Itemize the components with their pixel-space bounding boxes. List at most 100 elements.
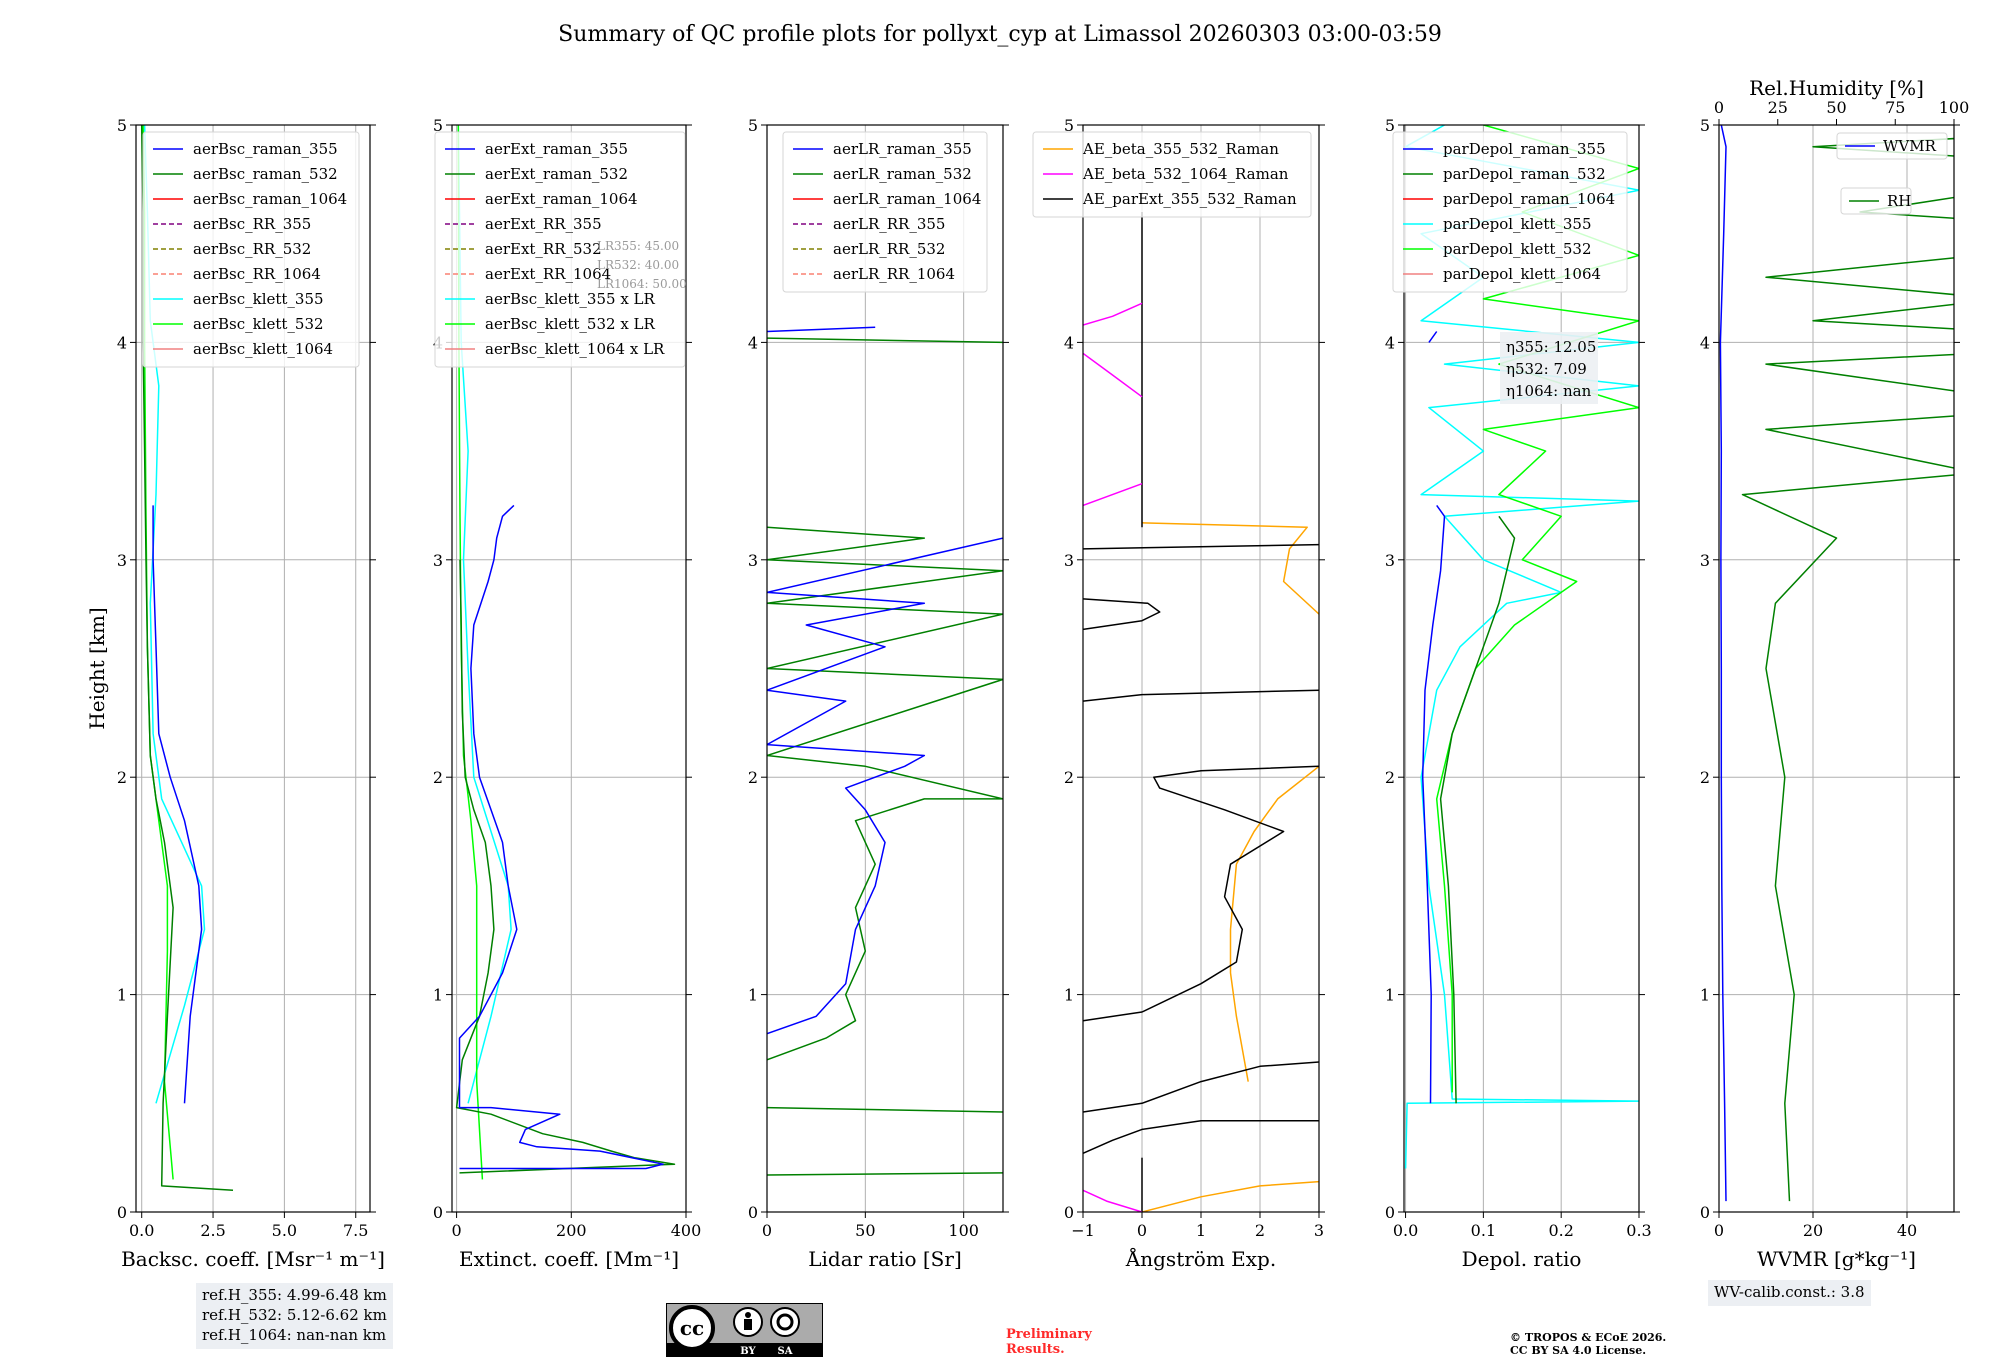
x-tick-label: 1 [1196,1221,1206,1240]
y-tick-label: 1 [748,986,758,1005]
lidar-ratio-annotation: LR532: 40.00 [597,258,679,272]
series-line-pardepol-raman-355-top [1428,331,1438,343]
y-tick-label: 0 [748,1203,758,1222]
series-line-aerlr-raman-532-near-ground [767,1172,1003,1176]
series-line-wvmr [1719,125,1727,1202]
y-tick-label: 4 [1700,333,1710,352]
legend: parDepol_raman_355 parDepol_raman_532 parD… [1392,131,1628,293]
legend-label: aerExt_raman_355 [485,140,628,158]
x2-axis-label: Rel.Humidity [%] [1749,76,1924,100]
wv-calibration-box: WV-calib.const.: 3.8 [1708,1280,1871,1306]
legend-label: aerBsc_raman_355 [193,140,338,158]
x2-tick-label: 50 [1826,98,1846,117]
x-tick-label: 400 [671,1221,702,1240]
y-tick-label: 3 [1700,551,1710,570]
series-line-aerlr-raman-532-top [767,337,1003,344]
y-tick-label: 0 [1385,1203,1395,1222]
y-tick-label: 1 [117,986,127,1005]
axes-frame [766,124,1004,1213]
series-line-ae-parext-black-6 [1083,543,1319,550]
x2-tick-label: 75 [1885,98,1905,117]
y-tick-label: 4 [117,333,127,352]
share-alike-icon [770,1307,800,1337]
series-line-ae-beta-355-532-raman [1229,765,1319,1082]
legend-label: parDepol_klett_1064 [1443,265,1601,283]
legend-label: parDepol_raman_532 [1443,165,1606,183]
lidar-ratio-annotation: LR355: 45.00 [597,239,679,253]
y-tick-label: 2 [1064,768,1074,787]
legend-label: parDepol_klett_532 [1443,240,1592,258]
y-tick-label: 3 [117,551,127,570]
legend-label: aerBsc_klett_1064 x LR [485,340,665,358]
x-tick-label: 0.1 [1471,1221,1496,1240]
legend-box [782,131,988,293]
y-tick-label: 2 [1385,768,1395,787]
legend-label: aerBsc_raman_532 [193,165,338,183]
x-tick-label: 3 [1314,1221,1324,1240]
lidar-ratio-annotation: LR1064: 50.00 [597,277,687,291]
y-tick-label: 5 [1385,116,1395,135]
y-tick-label: 4 [1385,333,1395,352]
y-tick-label: 3 [433,551,443,570]
series-line-aerlr-raman-355-top [767,326,876,333]
x-tick-label: 200 [556,1221,587,1240]
axes-frame [135,124,371,1213]
series-line-aerlr-raman-532-low [767,1106,1003,1113]
series-line-ae-beta-355-532-raman-low [1141,1180,1319,1212]
x-tick-label: 0.0 [129,1221,154,1240]
series-line-ae-parext-black-2 [1083,1061,1319,1113]
x-tick-label: 2 [1255,1221,1265,1240]
series-line-aerbsc-klett-532-x-lr [457,125,484,1180]
x-axis-label: Lidar ratio [Sr] [808,1247,962,1271]
series-line-pardepol-raman-532 [1439,515,1516,1104]
y-tick-label: 4 [748,333,758,352]
legend-label: aerLR_raman_532 [833,165,972,183]
x-tick-label: 0 [1714,1221,1724,1240]
series-line-aerext-raman-355 [458,504,664,1170]
series-line-ae-beta-532-1064-raman-upper [1083,352,1143,398]
attribution-icon [733,1307,763,1337]
legend-label: WVMR [1883,137,1937,155]
y-tick-label: 3 [1064,551,1074,570]
eta-annotation: η355: 12.05 η532: 7.09 η1064: nan [1500,332,1598,404]
series-line-rh [1741,137,1954,1202]
y-tick-label: 5 [1064,116,1074,135]
eta-value: η1064: nan [1506,382,1592,400]
x-tick-label: 7.5 [343,1221,368,1240]
legend-label: AE_beta_532_1064_Raman [1082,165,1289,183]
ref-height-532: ref.H_532: 5.12-6.62 km [202,1306,387,1324]
ref-height-1064: ref.H_1064: nan-nan km [202,1326,387,1344]
legend: AE_beta_355_532_Raman AE_beta_532_1064_Ra… [1032,131,1312,218]
legend-label: parDepol_raman_1064 [1443,190,1615,208]
panel-1: 0.0 2.5 5.0 7.5 0 1 2 3 4 5 Backsc. coeff. [Msr⁻¹ … [117,116,385,1271]
y-tick-label: 2 [117,768,127,787]
legend-label: aerExt_RR_355 [485,215,602,233]
legend-label: aerExt_RR_1064 [485,265,611,283]
x-tick-label: 5.0 [272,1221,297,1240]
x2-tick-label: 0 [1714,98,1724,117]
legend-label: parDepol_raman_355 [1443,140,1606,158]
x-axis-label: WVMR [g*kg⁻¹] [1757,1247,1916,1271]
x2-tick-label: 25 [1768,98,1788,117]
axes-frame [1718,124,1955,1213]
axes-frame [1403,124,1640,1213]
eta-box [1500,332,1598,404]
legend-label: aerLR_RR_355 [833,215,945,233]
x-tick-label: 2.5 [200,1221,225,1240]
legend-label: aerBsc_klett_532 [193,315,324,333]
series-line-ae-parext-black-5 [1083,598,1161,631]
series-line-ae-beta-355-532-raman-top [1141,522,1319,615]
preliminary-results-note: Preliminary Results. [1006,1327,1092,1357]
series-line-aerext-raman-532 [455,559,676,1174]
x-tick-label: 100 [948,1221,979,1240]
legend-label: aerLR_RR_1064 [833,265,955,283]
preliminary-line-2: Results. [1006,1342,1065,1357]
y-tick-label: 2 [748,768,758,787]
figure-title: Summary of QC profile plots for pollyxt_… [558,22,1442,47]
series-line-ae-beta-532-1064-raman-mid [1083,482,1143,507]
eta-value: η355: 12.05 [1506,338,1596,356]
legend-label: RH [1887,192,1911,210]
legend-label: aerBsc_klett_355 [193,290,324,308]
series-line-ae-parext-black-3 [1083,765,1319,1022]
